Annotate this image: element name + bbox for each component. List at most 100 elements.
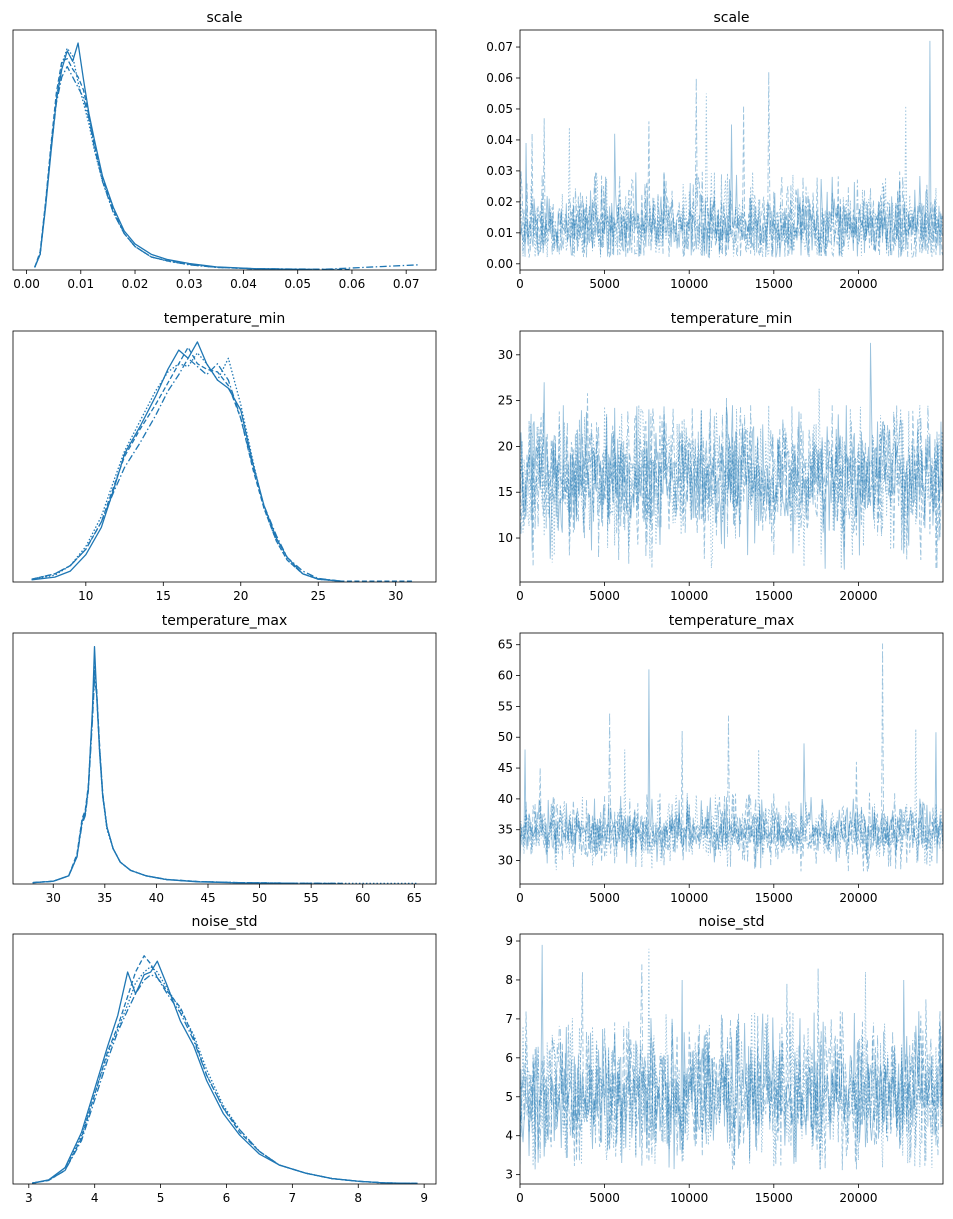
temperature-max-trace-panel: temperature_max 0 5000 10000 15000 20000 30 35… xyxy=(498,613,944,905)
noise-std-density-title: noise_std xyxy=(192,914,258,930)
noise-std-trace-ytick: 8 xyxy=(505,973,520,987)
noise-std-trace-ytick-label: 3 xyxy=(505,1168,513,1182)
temperature-max-density-panel: temperature_max 30 35 40 45 50 55 60 65 xyxy=(12,613,437,905)
scale-density-xtick: 0.03 xyxy=(176,270,203,291)
scale-density-xtick: 0.04 xyxy=(230,270,257,291)
temperature-min-trace-ytick: 15 xyxy=(498,485,520,499)
noise-std-trace-ytick: 4 xyxy=(505,1129,520,1143)
temperature-max-trace-ytick-label: 65 xyxy=(498,638,513,652)
noise-std-trace-xtick: 20000 xyxy=(839,1184,878,1205)
temperature-max-trace-xtick-label: 0 xyxy=(516,891,524,905)
noise-std-density-line-chain-2 xyxy=(32,974,418,1184)
scale-density-xtick: 0.07 xyxy=(393,270,420,291)
noise-std-density-xtick-label: 5 xyxy=(157,1191,165,1205)
temperature-max-trace-xtick: 10000 xyxy=(670,884,708,905)
temperature-min-trace-panel: temperature_min 0 5000 10000 15000 20000 10 15… xyxy=(498,311,944,603)
scale-trace-xtick-label: 10000 xyxy=(670,277,708,291)
temperature-min-trace-xtick: 10000 xyxy=(670,582,708,603)
temperature-max-trace-ytick-label: 50 xyxy=(498,730,513,744)
temperature-min-density-xtick-label: 25 xyxy=(311,589,326,603)
scale-trace-xtick-label: 5000 xyxy=(589,277,620,291)
temperature-min-density-xtick-label: 10 xyxy=(78,589,93,603)
temperature-max-trace-xtick-label: 15000 xyxy=(755,891,793,905)
temperature-max-trace-xtick-label: 10000 xyxy=(670,891,708,905)
noise-std-trace-plot-area xyxy=(520,944,943,1171)
temperature-max-trace-ytick: 60 xyxy=(498,669,520,683)
scale-trace-line-chain-1 xyxy=(520,105,943,258)
temperature-max-trace-axes-frame xyxy=(519,632,944,885)
temperature-min-density-xtick-label: 30 xyxy=(388,589,403,603)
temperature-max-density-xtick: 55 xyxy=(304,884,319,905)
noise-std-trace-xtick: 10000 xyxy=(670,1184,708,1205)
scale-trace-ytick: 0.04 xyxy=(486,133,520,147)
temperature-min-trace-ytick: 10 xyxy=(498,531,520,545)
noise-std-trace-xtick-label: 20000 xyxy=(839,1191,877,1205)
noise-std-trace-xtick: 5000 xyxy=(589,1184,620,1205)
scale-density-xtick-label: 0.04 xyxy=(230,277,257,291)
scale-density-xtick: 0.01 xyxy=(67,270,94,291)
noise-std-density-xtick-label: 8 xyxy=(354,1191,362,1205)
scale-trace-ytick: 0.02 xyxy=(486,195,520,209)
noise-std-trace-ytick: 6 xyxy=(505,1051,520,1065)
scale-density-xtick-label: 0.05 xyxy=(284,277,311,291)
scale-trace-xtick: 5000 xyxy=(589,270,620,291)
temperature-max-density-xtick: 65 xyxy=(407,884,422,905)
scale-density-line-chain-1 xyxy=(34,58,352,270)
temperature-max-density-xtick-label: 60 xyxy=(355,891,370,905)
temperature-min-density-xtick: 10 xyxy=(78,582,93,603)
scale-density-xtick: 0.05 xyxy=(284,270,311,291)
temperature-min-density-panel: temperature_min 10 15 20 25 30 xyxy=(12,311,437,603)
noise-std-density-xtick: 7 xyxy=(289,1184,296,1205)
scale-density-xtick-label: 0.00 xyxy=(13,277,40,291)
temperature-min-trace-line-chain-3 xyxy=(520,388,943,569)
scale-trace-ytick: 0.01 xyxy=(486,226,520,240)
scale-trace-line-chain-3 xyxy=(520,93,943,258)
scale-trace-line-chain-0 xyxy=(520,40,943,259)
scale-trace-xtick: 10000 xyxy=(670,270,708,291)
scale-trace-ytick-label: 0.00 xyxy=(486,257,513,271)
noise-std-trace-ytick: 5 xyxy=(505,1090,520,1104)
temperature-min-trace-xtick: 15000 xyxy=(755,582,793,603)
temperature-max-trace-ytick-label: 45 xyxy=(498,761,513,775)
noise-std-density-xtick: 6 xyxy=(223,1184,231,1205)
temperature-max-trace-plot-area xyxy=(520,643,943,872)
noise-std-density-xtick-label: 9 xyxy=(420,1191,428,1205)
temperature-min-trace-axes-frame xyxy=(519,330,944,583)
temperature-min-density-xtick: 20 xyxy=(233,582,248,603)
temperature-max-trace-line-chain-1 xyxy=(520,731,943,872)
temperature-min-trace-ytick-label: 30 xyxy=(498,348,513,362)
noise-std-density-xtick: 5 xyxy=(157,1184,165,1205)
noise-std-density-xtick: 8 xyxy=(354,1184,362,1205)
temperature-min-trace-ytick: 25 xyxy=(498,394,520,408)
temperature-max-trace-xtick: 5000 xyxy=(589,884,620,905)
temperature-max-trace-ytick: 40 xyxy=(498,792,520,806)
scale-density-xtick: 0.00 xyxy=(13,270,40,291)
temperature-max-density-line-chain-3 xyxy=(32,665,417,884)
temperature-max-density-xtick-label: 65 xyxy=(407,891,422,905)
scale-trace-xtick: 15000 xyxy=(755,270,793,291)
temperature-max-trace-line-chain-2 xyxy=(520,643,943,872)
temperature-min-density-xtick: 25 xyxy=(311,582,326,603)
temperature-max-trace-line-chain-0 xyxy=(520,669,943,869)
temperature-max-density-xtick: 45 xyxy=(200,884,216,905)
noise-std-density-xtick: 9 xyxy=(420,1184,428,1205)
noise-std-density-xtick-label: 6 xyxy=(223,1191,231,1205)
temperature-max-density-xtick: 60 xyxy=(355,884,370,905)
temperature-min-trace-ytick-label: 10 xyxy=(498,531,513,545)
temperature-min-trace-ytick: 20 xyxy=(498,439,520,453)
scale-density-axes-frame xyxy=(12,29,437,271)
noise-std-trace-line-chain-0 xyxy=(520,944,943,1170)
scale-trace-ytick: 0.05 xyxy=(486,102,520,116)
noise-std-density-xtick: 4 xyxy=(91,1184,99,1205)
scale-density-xtick-label: 0.07 xyxy=(393,277,420,291)
noise-std-trace-xtick-label: 15000 xyxy=(755,1191,793,1205)
noise-std-density-xtick-label: 4 xyxy=(91,1191,99,1205)
temperature-min-density-line-chain-2 xyxy=(31,357,342,582)
noise-std-trace-xtick-label: 5000 xyxy=(589,1191,620,1205)
scale-trace-line-chain-2 xyxy=(520,71,943,258)
scale-density-xtick: 0.02 xyxy=(122,270,148,291)
noise-std-trace-ytick-label: 7 xyxy=(505,1012,513,1026)
temperature-max-density-xtick-label: 35 xyxy=(97,891,112,905)
scale-trace-ytick-label: 0.01 xyxy=(486,226,513,240)
temperature-min-density-line-chain-1 xyxy=(31,346,415,582)
